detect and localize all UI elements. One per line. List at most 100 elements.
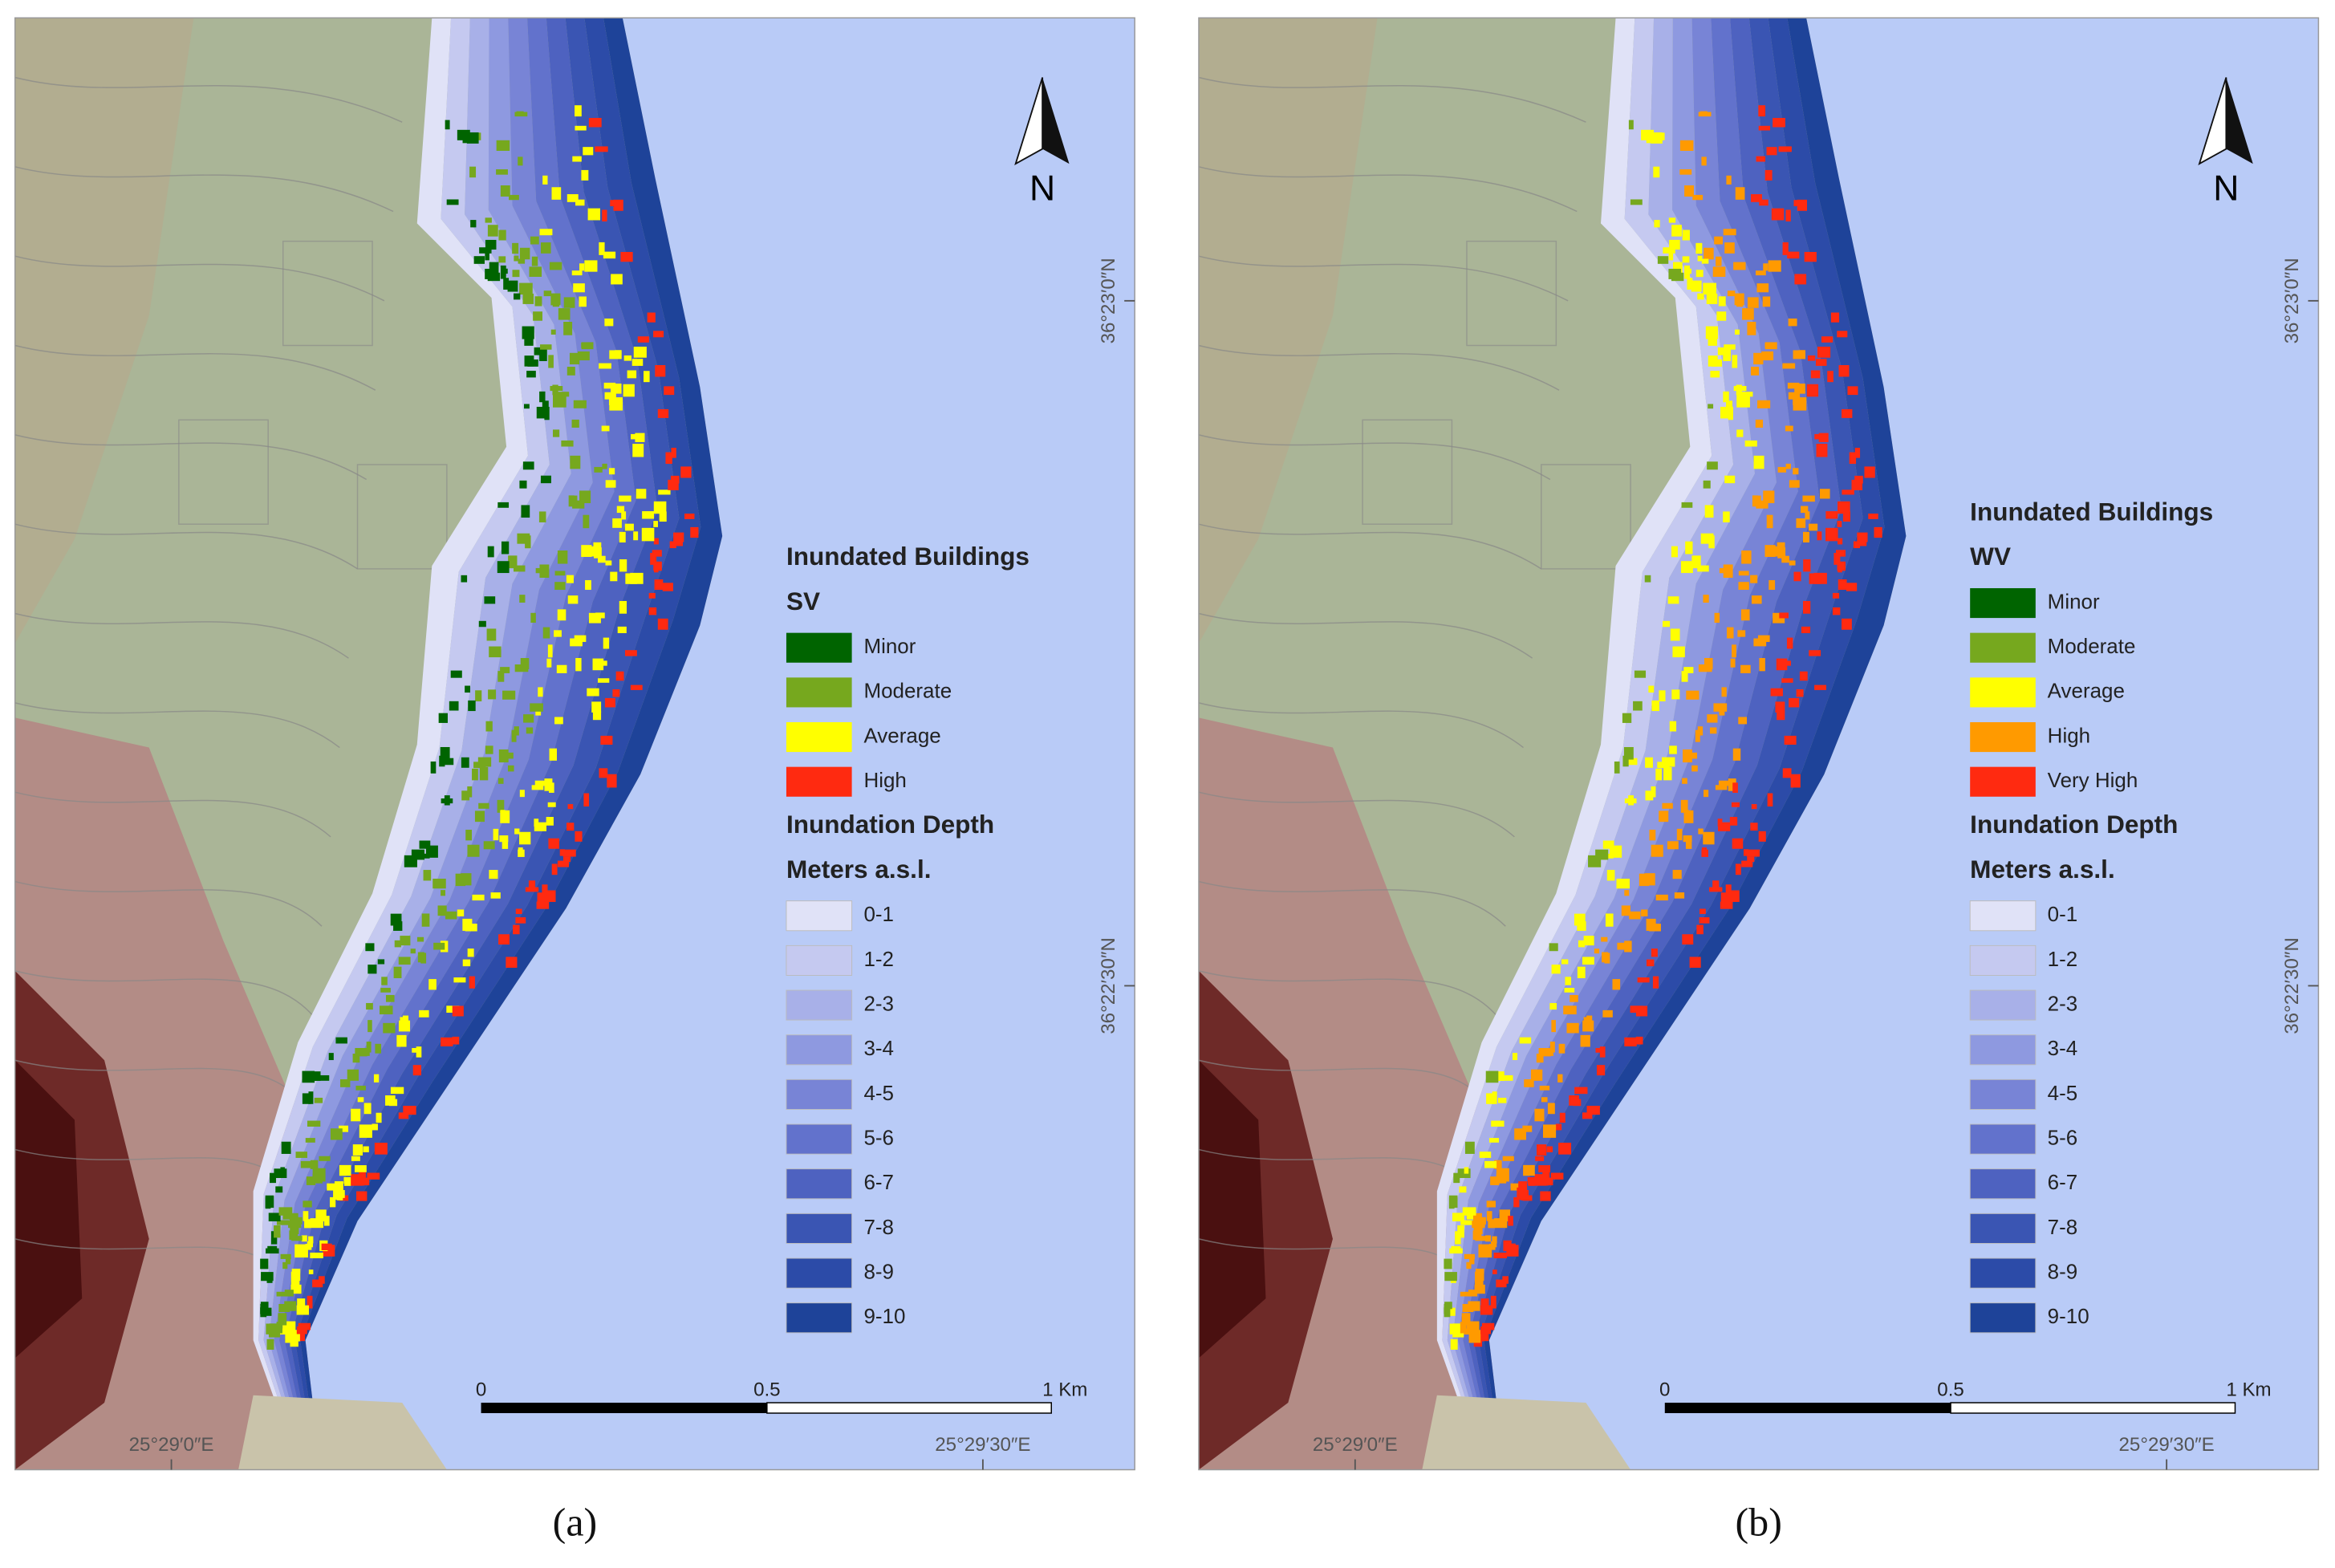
building	[1713, 703, 1728, 712]
building	[603, 637, 610, 649]
building	[1854, 475, 1863, 484]
building	[1679, 140, 1694, 151]
building	[419, 1009, 429, 1018]
building	[1484, 1235, 1492, 1242]
building	[512, 242, 519, 254]
building	[1683, 749, 1692, 763]
building	[1776, 658, 1788, 671]
building	[1786, 637, 1793, 649]
building	[500, 185, 510, 197]
building	[554, 582, 566, 591]
building	[453, 977, 466, 983]
building	[1769, 579, 1776, 591]
building	[276, 1291, 290, 1297]
building	[1720, 406, 1728, 419]
building	[284, 1301, 297, 1311]
building	[1764, 342, 1777, 350]
building	[297, 1298, 306, 1310]
north-label: N	[1029, 169, 1055, 208]
inundation-band	[1478, 18, 1885, 1403]
building	[653, 561, 662, 571]
building	[1816, 443, 1828, 457]
building	[467, 949, 474, 957]
building	[1468, 1290, 1478, 1297]
building	[1691, 555, 1701, 569]
building	[1768, 260, 1781, 272]
building	[1502, 1276, 1509, 1284]
building	[1604, 853, 1614, 859]
building	[1474, 1284, 1485, 1294]
building	[1787, 382, 1800, 389]
building	[498, 230, 506, 241]
building	[356, 1191, 368, 1201]
building	[475, 690, 482, 702]
building	[1473, 1339, 1483, 1347]
building	[1729, 817, 1738, 826]
building	[1496, 1173, 1507, 1184]
building	[594, 466, 603, 473]
legend-label: Minor	[2048, 589, 2100, 613]
building	[1646, 959, 1655, 967]
caption: (b)	[1735, 1500, 1781, 1545]
building	[1645, 757, 1653, 768]
building	[1495, 1071, 1505, 1082]
building	[1684, 265, 1690, 279]
building	[1766, 514, 1773, 529]
building	[538, 511, 546, 522]
building	[469, 166, 477, 178]
building	[1672, 646, 1685, 658]
building	[299, 1331, 306, 1342]
building	[1547, 1051, 1553, 1056]
legend-subtitle: SV	[786, 587, 820, 615]
building	[307, 1295, 313, 1309]
building	[526, 371, 536, 378]
building	[594, 547, 602, 559]
building	[1551, 1020, 1556, 1033]
building	[1602, 952, 1609, 963]
building	[383, 1022, 396, 1034]
building	[690, 526, 699, 538]
building	[393, 966, 402, 978]
building	[1818, 433, 1829, 442]
building	[1842, 511, 1851, 522]
building	[1757, 400, 1771, 408]
building	[1737, 630, 1746, 637]
building	[339, 1195, 349, 1201]
building	[1475, 1269, 1484, 1282]
building	[540, 344, 552, 350]
building	[1794, 384, 1805, 394]
building	[269, 1323, 278, 1335]
building	[1753, 638, 1767, 647]
building	[1718, 296, 1726, 307]
building	[583, 793, 590, 807]
building	[1473, 1223, 1483, 1234]
building	[352, 1144, 363, 1156]
building	[1508, 1216, 1513, 1226]
building	[519, 480, 527, 489]
building	[1750, 575, 1758, 583]
building	[544, 406, 550, 420]
building	[551, 187, 562, 200]
depth-label: 1-2	[2048, 947, 2078, 971]
building	[648, 607, 657, 615]
building	[642, 511, 654, 519]
inundation-band	[290, 18, 680, 1403]
legend-label: Average	[863, 723, 940, 747]
building	[440, 746, 450, 760]
building	[1723, 511, 1730, 522]
building	[617, 626, 627, 634]
building	[574, 635, 587, 642]
building	[1460, 1220, 1473, 1225]
building	[302, 1070, 315, 1083]
building	[1542, 1124, 1557, 1138]
building	[330, 1128, 343, 1140]
road	[1198, 166, 1578, 213]
depth-label: 8-9	[2048, 1259, 2078, 1283]
building	[549, 262, 562, 270]
road	[1198, 791, 1515, 838]
building	[1714, 612, 1720, 624]
building	[1606, 870, 1615, 881]
longitude-label: 25°29′0″E	[129, 1434, 214, 1456]
sea	[1488, 18, 2319, 1470]
road	[14, 612, 349, 659]
